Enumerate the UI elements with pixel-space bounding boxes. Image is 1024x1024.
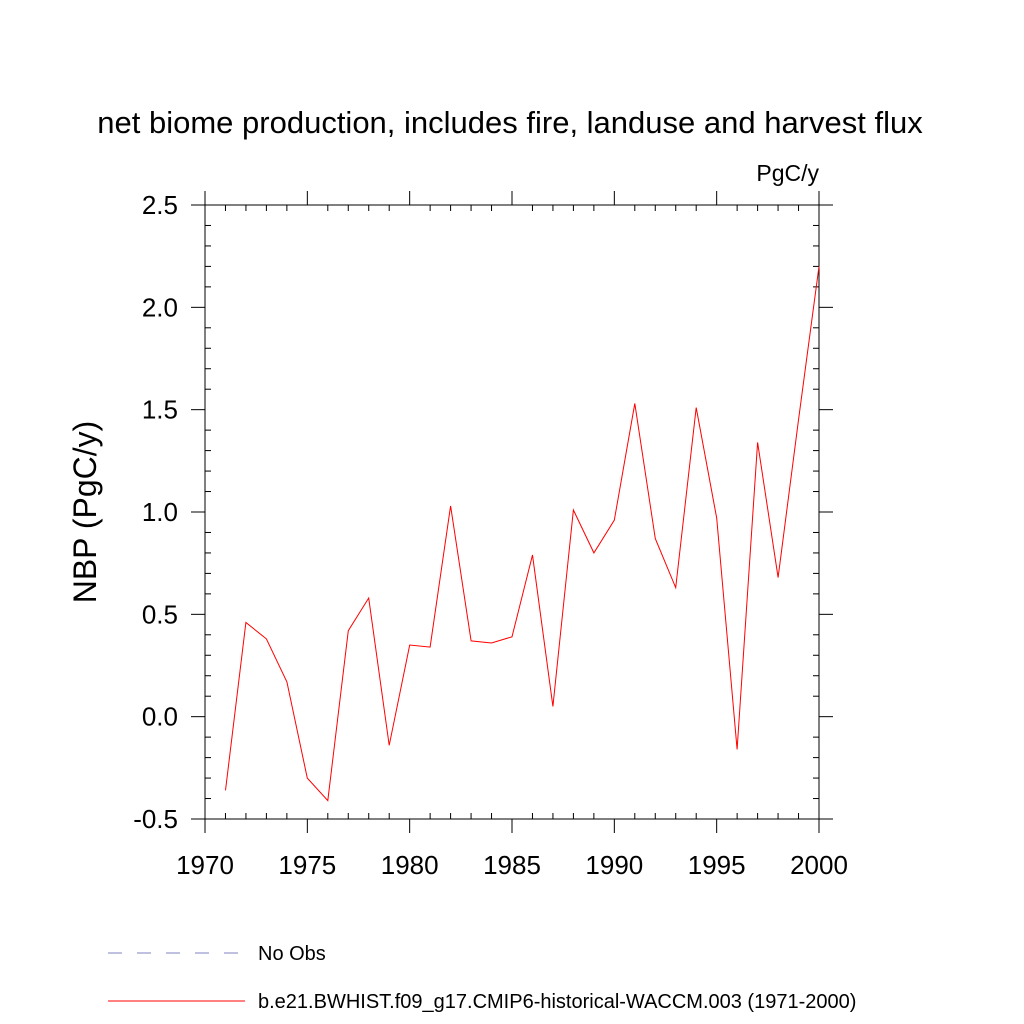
x-tick-label: 1995	[688, 850, 746, 880]
tick-labels: 1970 1975 1980 1985 1990 1995 2000 -0.5 0.0 0.5 1.…	[133, 190, 848, 880]
series-layer	[225, 266, 820, 802]
x-tick-label: 2000	[790, 850, 848, 880]
y-tick-label: 1.5	[142, 395, 178, 425]
y-tick-label: 2.5	[142, 190, 178, 220]
x-tick-label: 1975	[278, 850, 336, 880]
y-tick-label: 2.0	[142, 292, 178, 322]
legend: No Obs b.e21.BWHIST.f09_g17.CMIP6-histor…	[108, 943, 856, 1013]
y-axis-label: NBP (PgC/y)	[67, 421, 103, 604]
y-tick-label: 0.5	[142, 599, 178, 629]
units-label: PgC/y	[756, 160, 819, 186]
y-tick-label: 0.0	[142, 702, 178, 732]
x-tick-label: 1985	[483, 850, 541, 880]
y-tick-label: 1.0	[142, 497, 178, 527]
legend-model-label: b.e21.BWHIST.f09_g17.CMIP6-historical-WA…	[258, 991, 856, 1013]
x-tick-label: 1970	[176, 850, 234, 880]
legend-no-obs-label: No Obs	[258, 943, 326, 965]
x-tick-label: 1990	[585, 850, 643, 880]
chart-title: net biome production, includes fire, lan…	[97, 105, 923, 140]
x-tick-label: 1980	[381, 850, 439, 880]
y-tick-label: -0.5	[133, 804, 178, 834]
plot-frame	[204, 204, 820, 820]
axis-ticks	[191, 191, 833, 833]
series-line	[225, 266, 820, 802]
